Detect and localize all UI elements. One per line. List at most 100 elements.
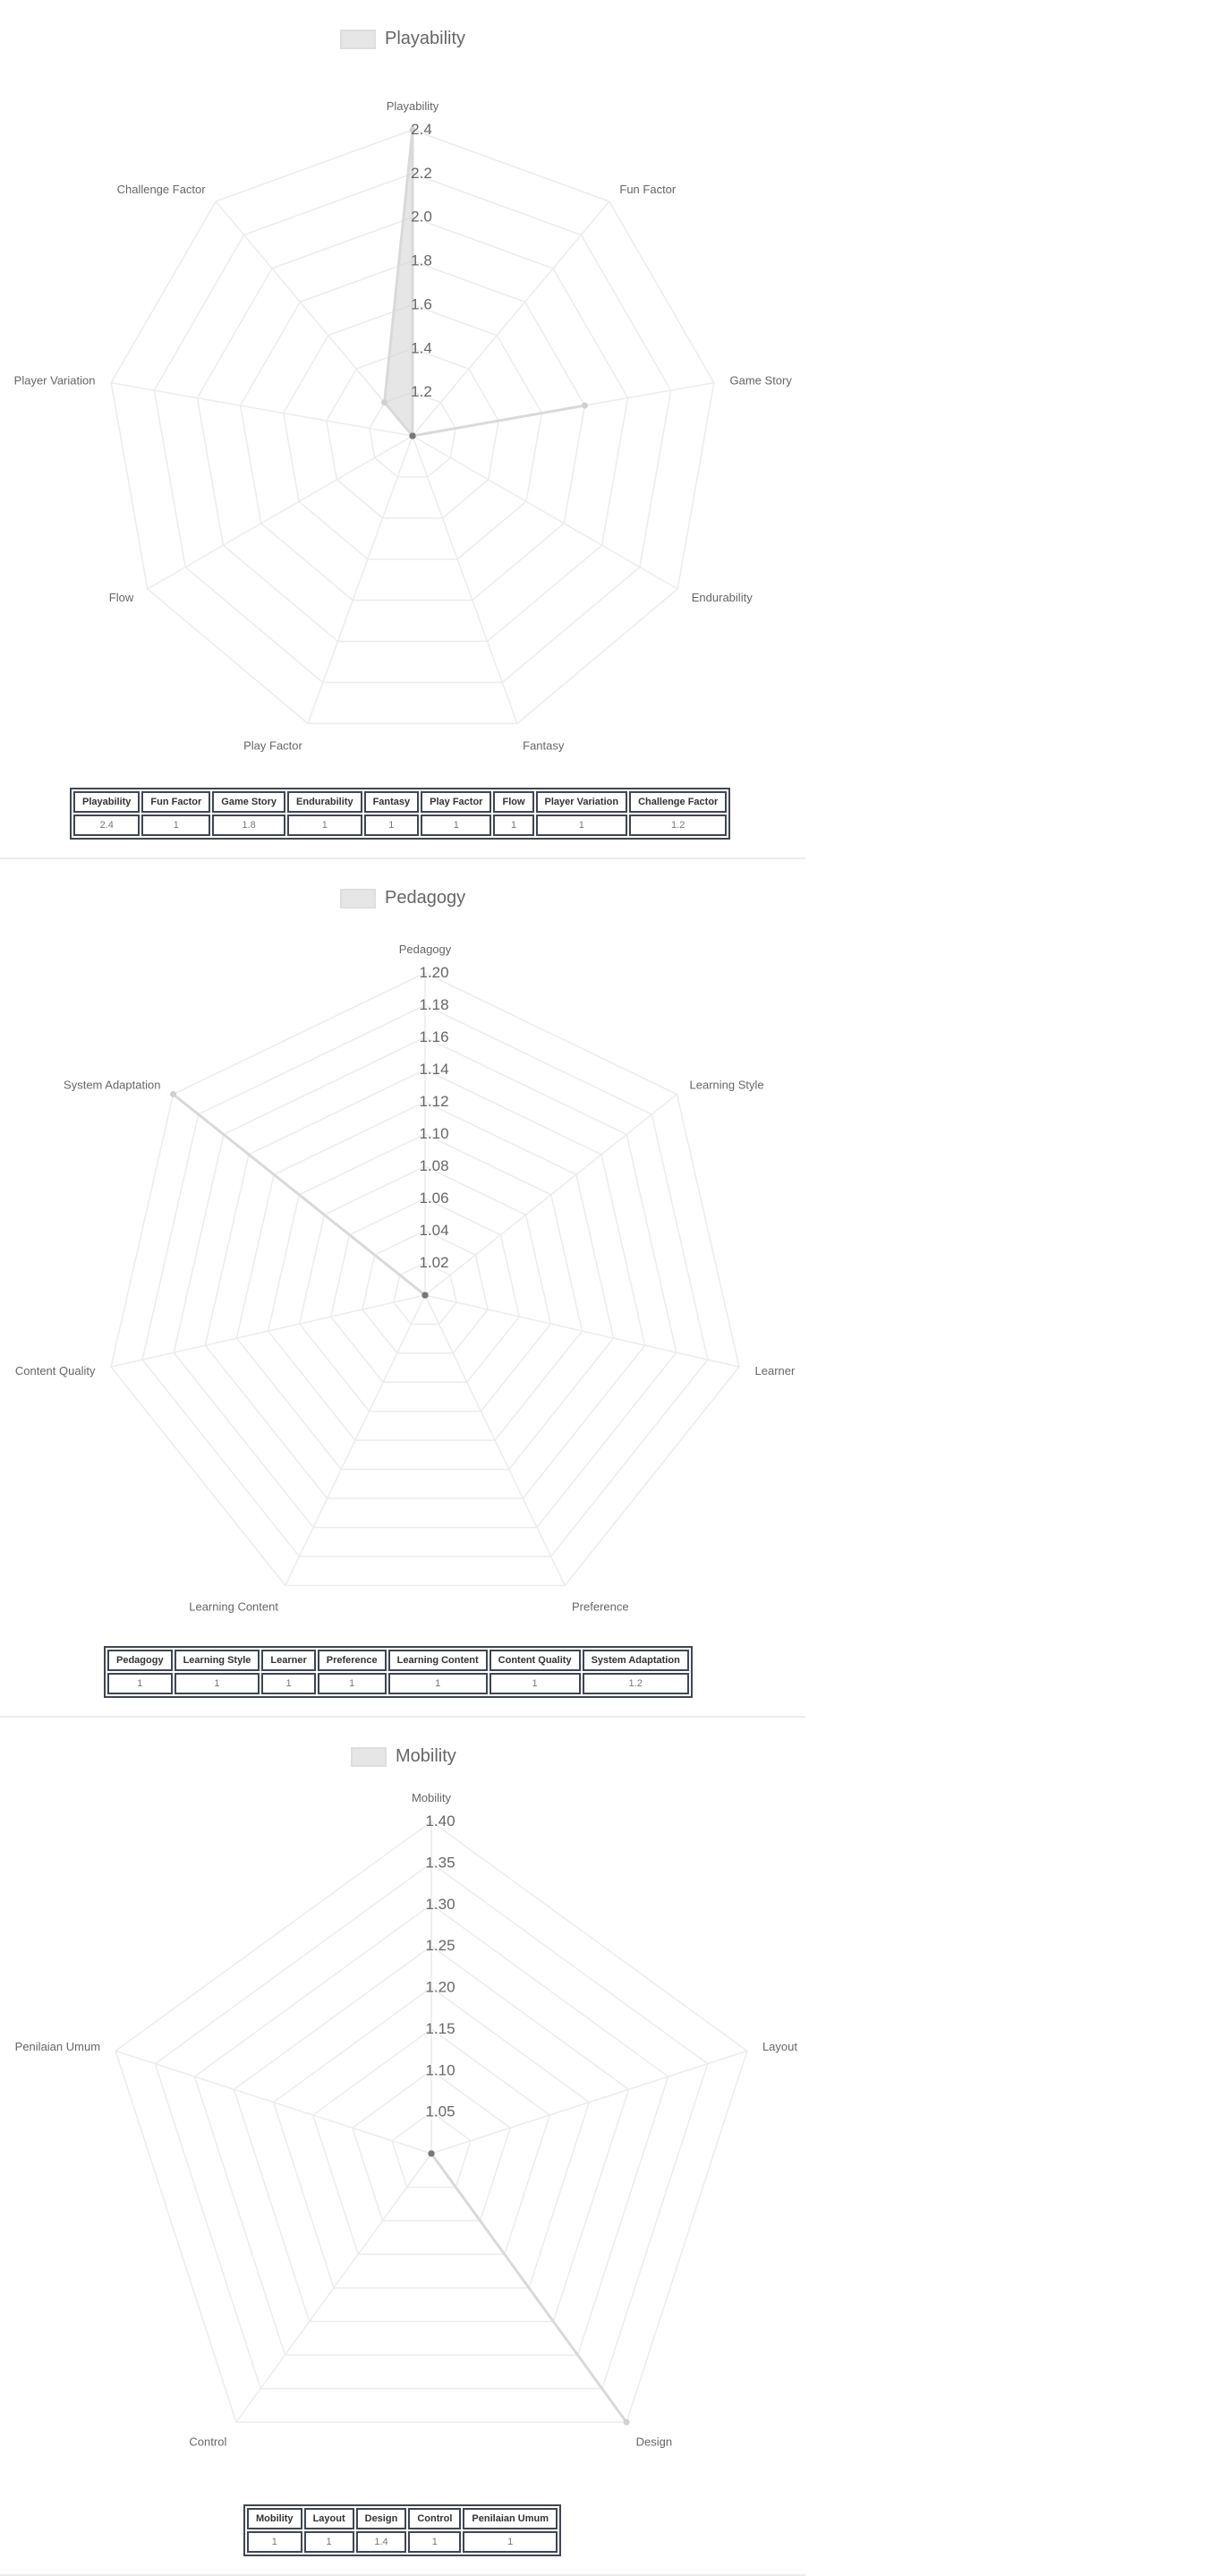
tick-label: 1.20: [419, 964, 448, 981]
grid-ring: [204, 1069, 646, 1499]
tick-label: 1.05: [425, 2103, 455, 2120]
table-header-cell: Play Factor: [421, 791, 492, 813]
series-area: [383, 128, 586, 438]
category-label: Fun Factor: [619, 183, 677, 196]
table-header-row: Playability Fun Factor Game Story Endurabil…: [73, 791, 728, 813]
table-header-cell: Mobility: [247, 2508, 302, 2529]
legend-label: Mobility: [396, 1746, 456, 1766]
radar-grid: [110, 972, 740, 1587]
grid-spoke: [111, 381, 413, 437]
grid-ring: [393, 1262, 457, 1326]
table-cell: 1: [363, 815, 420, 836]
tick-label: 1.20: [425, 1979, 455, 1996]
table-header-cell: Control: [408, 2508, 462, 2529]
category-label: Game Story: [730, 373, 793, 387]
category-label: Challenge Factor: [117, 183, 207, 196]
data-point[interactable]: [409, 126, 416, 133]
category-label: Learning Style: [690, 1078, 764, 1091]
category-label: Design: [636, 2435, 672, 2449]
grid-spoke: [412, 435, 518, 724]
category-label: Learner: [755, 1364, 796, 1378]
data-point[interactable]: [170, 1091, 177, 1098]
grid-spoke: [147, 435, 413, 590]
category-label: Player Variation: [14, 373, 96, 387]
table-cell: 1: [535, 815, 628, 836]
grid-ring: [272, 1986, 591, 2289]
tick-label: 1.14: [419, 1061, 448, 1078]
category-label: Pedagogy: [399, 943, 452, 956]
category-label: Control: [189, 2435, 226, 2449]
table-header-cell: Learner: [261, 1650, 316, 1671]
table-row: 1 1 1 1 1 1 1.2: [107, 1673, 689, 1694]
grid-spoke: [430, 2050, 748, 2154]
legend[interactable]: Pedagogy: [340, 888, 465, 908]
table-cell: 1.4: [355, 2531, 407, 2553]
category-label: Play Factor: [243, 738, 302, 752]
data-point[interactable]: [409, 432, 416, 439]
table-header-row: Mobility Layout Design Control Penilaian Umu…: [247, 2508, 558, 2529]
category-label: System Adaptation: [64, 1078, 160, 1091]
data-point[interactable]: [623, 2418, 630, 2426]
legend-swatch: [340, 29, 376, 49]
table-header-cell: Pedagogy: [107, 1650, 173, 1671]
table-header-cell: Layout: [303, 2508, 354, 2529]
table-header-cell: Learning Style: [174, 1650, 260, 1671]
table-cell: 1: [303, 2531, 354, 2553]
table-cell: 1.8: [212, 815, 286, 836]
table-row: 1 1 1.4 1 1: [247, 2531, 558, 2553]
legend[interactable]: Mobility: [351, 1746, 456, 1767]
table-cell: 1: [317, 1673, 387, 1694]
grid-ring: [369, 391, 456, 478]
table-header-cell: Fantasy: [363, 791, 420, 813]
grid-ring: [193, 1903, 669, 2356]
data-table-playability: Playability Fun Factor Game Story Endurabil…: [70, 788, 731, 840]
table-cell: 1: [463, 2531, 558, 2553]
table-cell: 1: [174, 1673, 260, 1694]
tick-label: 1.2: [411, 383, 432, 400]
table-cell: 1: [408, 2531, 462, 2553]
tick-label: 1.6: [411, 295, 432, 312]
tick-label: 1.04: [419, 1222, 448, 1239]
data-point[interactable]: [421, 1292, 429, 1299]
table-header-cell: Preference: [317, 1650, 387, 1671]
tick-label: 1.4: [411, 339, 432, 356]
tick-label: 1.35: [425, 1854, 455, 1871]
grid-spoke: [285, 1294, 426, 1586]
grid-ring: [239, 260, 586, 601]
grid-ring: [351, 2069, 512, 2222]
data-point[interactable]: [581, 402, 588, 409]
radar-chart-playability: 1.2 1.4 1.6 1.8 2.0 2.2 2.4 Playability Fun Fact…: [14, 99, 793, 752]
grid-ring: [110, 972, 740, 1587]
grid-ring: [391, 2111, 472, 2188]
table-header-cell: Penilaian Umum: [463, 2508, 558, 2529]
section-divider: [0, 857, 805, 859]
category-label: Mobility: [412, 1791, 452, 1804]
grid-spoke: [115, 2050, 432, 2154]
category-label: Flow: [109, 591, 134, 604]
grid-ring: [361, 1230, 490, 1354]
legend[interactable]: Playability: [340, 29, 465, 49]
tick-label: 1.40: [425, 1813, 455, 1830]
grid-spoke: [424, 1294, 740, 1368]
category-label: Playability: [387, 99, 439, 113]
data-point[interactable]: [428, 2150, 435, 2157]
grid-ring: [298, 1165, 552, 1412]
grid-ring: [311, 2027, 551, 2256]
series-area: [172, 1093, 427, 1297]
category-label: Fantasy: [523, 738, 565, 752]
table-header-cell: Fun Factor: [141, 791, 211, 813]
tick-label: 1.08: [419, 1157, 448, 1174]
tick-label: 1.16: [419, 1028, 448, 1045]
table-header-cell: Playability: [73, 791, 140, 813]
table-header-cell: Design: [355, 2508, 407, 2529]
data-table-mobility: Mobility Layout Design Control Penilaian Umu…: [243, 2504, 561, 2556]
section-divider: [0, 1716, 805, 1718]
grid-ring: [196, 216, 629, 643]
table-cell: 1: [141, 815, 211, 836]
data-point[interactable]: [381, 399, 388, 406]
table-cell: 1.2: [629, 815, 728, 836]
grid-ring: [233, 1945, 630, 2323]
table-cell: 1.2: [582, 1673, 689, 1694]
category-label: Content Quality: [15, 1364, 96, 1378]
tick-label: 2.0: [411, 209, 432, 226]
